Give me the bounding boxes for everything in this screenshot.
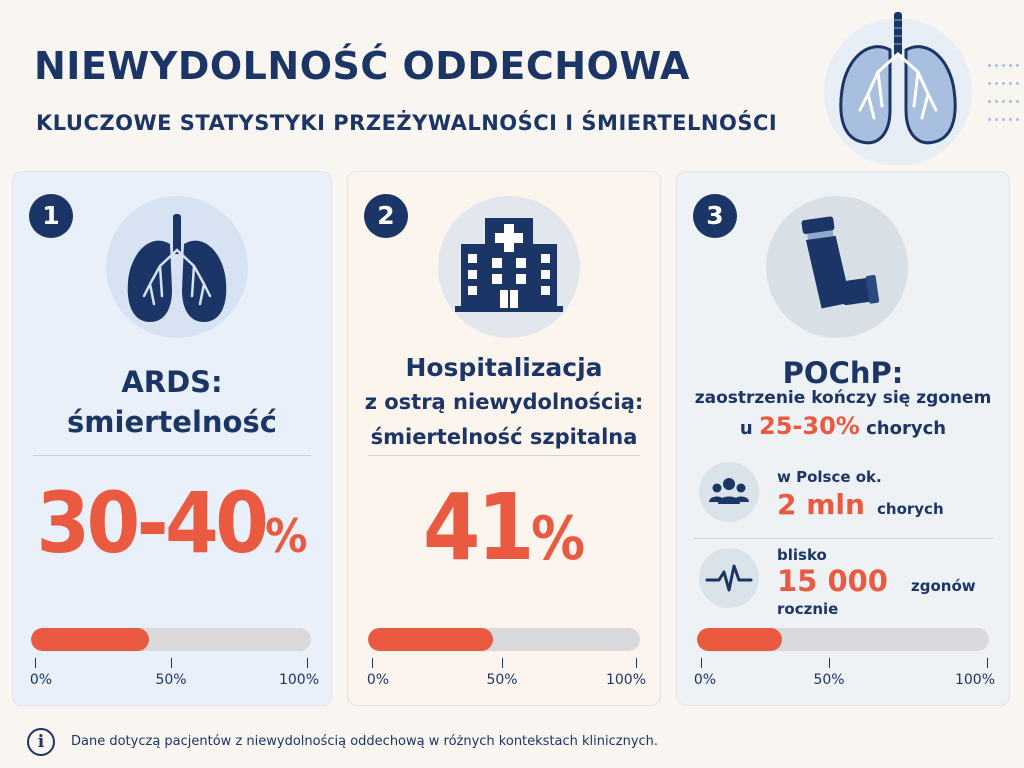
- card-heading: Hospitalizacja z ostrą niewydolnością: ś…: [364, 353, 644, 449]
- scale-tick: [307, 658, 308, 668]
- patients-stat: w Polsce ok. 2 mln chorych: [693, 458, 993, 536]
- card-number-badge: 3: [693, 194, 737, 238]
- stat-period: rocznie: [777, 600, 839, 618]
- scale-tick: [35, 658, 36, 668]
- scale-label: 100%: [605, 672, 647, 688]
- divider: [693, 538, 993, 539]
- heartbeat-icon: [705, 564, 753, 592]
- stat-value: 2 mln: [777, 488, 865, 521]
- heartbeat-icon-badge: [699, 548, 759, 608]
- progress-bar: [31, 628, 311, 651]
- info-icon: i: [27, 728, 55, 756]
- people-icon-badge: [699, 462, 759, 522]
- inhaler-icon-badge: [766, 196, 908, 338]
- hospital-icon-badge: [438, 196, 580, 338]
- mortality-value: 41%: [422, 474, 586, 581]
- stat-label: blisko: [777, 546, 827, 564]
- card-subheading: zaostrzenie kończy się zgonem: [694, 388, 992, 408]
- inhaler-icon: [801, 216, 880, 309]
- stat-label: w Polsce ok.: [777, 468, 882, 486]
- stat-value: 15 000: [777, 564, 888, 598]
- card-heading: POChP:: [782, 356, 904, 390]
- stat-suffix: chorych: [877, 500, 944, 518]
- progress-bar: [697, 628, 989, 651]
- lungs-icon: [127, 214, 227, 322]
- card-number-badge: 2: [364, 194, 408, 238]
- card-subheading-highlight: u 25-30% chorych: [739, 412, 947, 440]
- lungs-icon-badge: [106, 196, 248, 338]
- scale-label: 0%: [693, 672, 717, 688]
- decorative-dots: [986, 62, 1021, 134]
- hospital-icon: [455, 218, 563, 312]
- page-title: NIEWYDOLNOŚĆ ODDECHOWA: [34, 44, 690, 88]
- scale-label: 0%: [29, 672, 53, 688]
- scale-tick: [171, 658, 172, 668]
- scale-tick: [701, 658, 702, 668]
- lungs-illustration-icon: [824, 12, 972, 165]
- progress-bar: [368, 628, 640, 651]
- people-icon: [709, 478, 749, 504]
- ards-card: 1 ARDS: śmiertelność 30-40% 0% 50% 100%: [12, 171, 332, 706]
- scale-tick: [636, 658, 637, 668]
- scale-tick: [502, 658, 503, 668]
- scale-tick: [987, 658, 988, 668]
- deaths-stat: blisko 15 000 zgonów rocznie: [693, 544, 993, 622]
- card-heading: ARDS: śmiertelność: [67, 365, 277, 439]
- scale-label: 50%: [486, 672, 518, 688]
- stat-suffix: zgonów: [911, 577, 976, 595]
- divider: [368, 455, 640, 456]
- progress-fill: [697, 628, 782, 651]
- divider: [33, 455, 311, 456]
- page-subtitle: KLUCZOWE STATYSTYKI PRZEŻYWALNOŚCI I ŚMI…: [36, 111, 778, 135]
- scale-label: 50%: [813, 672, 845, 688]
- hospitalization-card: 2 Hospitalizacja z ostrą niewydolnością:…: [347, 171, 661, 706]
- footer-note: Dane dotyczą pacjentów z niewydolnością …: [71, 734, 659, 749]
- progress-fill: [368, 628, 494, 651]
- progress-fill: [31, 628, 149, 651]
- copd-card: 3 POChP: zaostrzenie kończy się zgonem u…: [676, 171, 1010, 706]
- scale-label: 100%: [278, 672, 320, 688]
- card-number-badge: 1: [29, 194, 73, 238]
- scale-label: 0%: [366, 672, 390, 688]
- scale-label: 100%: [954, 672, 996, 688]
- scale-label: 50%: [155, 672, 187, 688]
- mortality-value: 30-40%: [36, 474, 308, 572]
- scale-tick: [829, 658, 830, 668]
- scale-tick: [372, 658, 373, 668]
